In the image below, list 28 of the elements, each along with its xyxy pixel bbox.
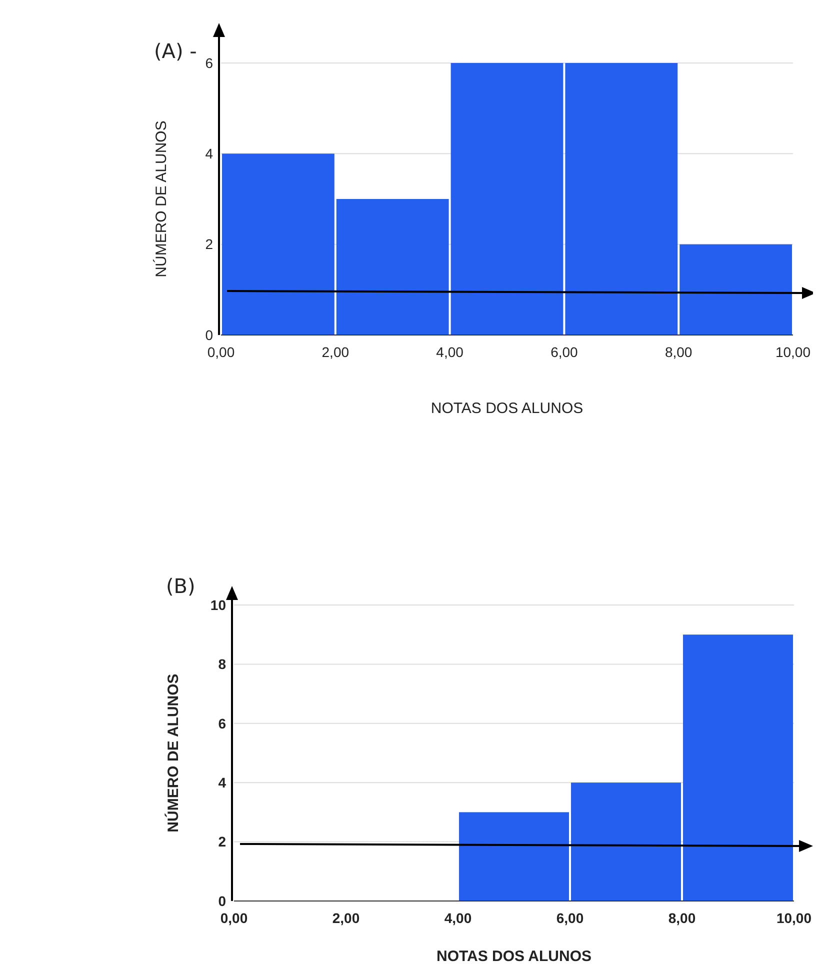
y-tick-label: 10 [210, 596, 226, 613]
x-tick-label: 6,00 [550, 344, 578, 360]
x-tick-label: 2,00 [332, 910, 360, 926]
chart-title: (B) [166, 574, 196, 598]
y-tick-label: 2 [218, 834, 226, 850]
x-tick-label: 6,00 [556, 910, 584, 926]
x-tick-label: 0,00 [220, 910, 248, 926]
y-tick-label: 0 [218, 892, 226, 909]
x-tick-label: 8,00 [664, 344, 692, 360]
y-tick-label: 6 [218, 715, 226, 732]
y-tick-label: 0 [205, 326, 214, 343]
y-tick-label: 4 [205, 146, 214, 162]
x-tick-label: 10,00 [776, 910, 812, 926]
y-axis-title: NÚMERO DE ALUNOS [164, 674, 182, 832]
y-tick-label: 2 [205, 236, 214, 252]
x-tick-label: 10,00 [775, 344, 811, 360]
y-tick-label: 4 [218, 774, 226, 790]
x-tick-label: 8,00 [668, 910, 696, 926]
x-tick-label: 4,00 [444, 910, 472, 926]
chart-title: (A) - [154, 39, 197, 63]
y-axis-title: NÚMERO DE ALUNOS [152, 120, 170, 278]
x-tick-label: 2,00 [322, 344, 350, 360]
x-tick-label: 4,00 [436, 344, 464, 360]
x-axis-title: NOTAS DOS ALUNOS [436, 948, 592, 964]
y-tick-label: 8 [218, 656, 226, 672]
y-tick-label: 6 [205, 54, 214, 71]
x-tick-label: 0,00 [207, 344, 235, 360]
x-axis-title: NOTAS DOS ALUNOS [430, 400, 584, 417]
